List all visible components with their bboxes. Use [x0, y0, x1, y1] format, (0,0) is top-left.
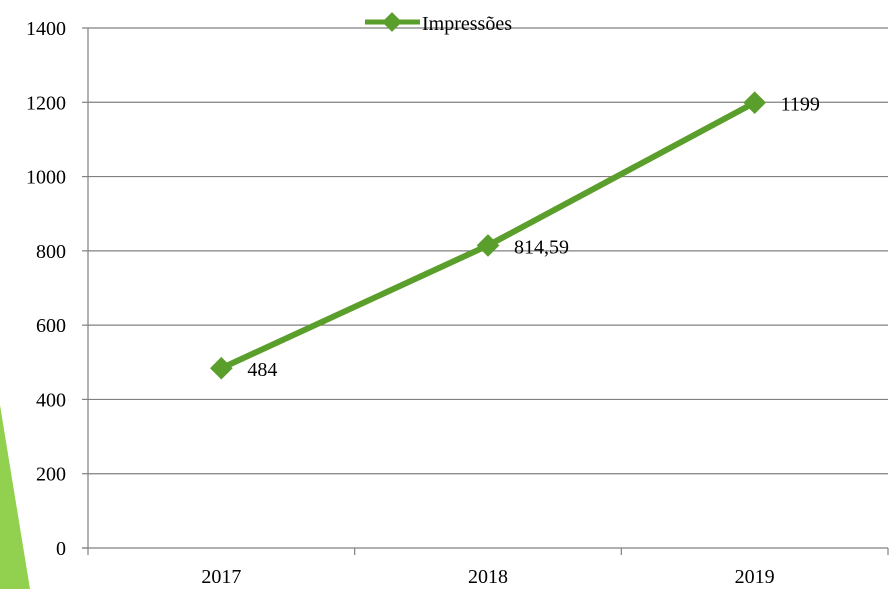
series-impressoes [210, 91, 766, 380]
legend: Impressões [365, 12, 512, 35]
y-tick-label: 1200 [26, 92, 66, 114]
y-tick-label: 800 [36, 241, 66, 263]
decorative-wedge [0, 405, 30, 589]
y-tick-labels: 0 200 400 600 800 1000 1200 1400 [26, 18, 66, 560]
data-labels: 484 814,59 1199 [247, 94, 820, 382]
data-label: 1199 [781, 94, 820, 116]
data-point-marker [743, 91, 766, 114]
legend-label: Impressões [422, 13, 512, 35]
legend-marker [382, 12, 402, 32]
x-tick-label: 2019 [735, 566, 775, 588]
data-label: 814,59 [514, 236, 569, 258]
x-tick-label: 2018 [468, 566, 508, 588]
axes [82, 27, 889, 555]
data-point-marker [210, 356, 233, 380]
data-label: 484 [247, 359, 277, 381]
y-tick-label: 0 [56, 538, 66, 560]
grid-lines [88, 27, 888, 475]
y-tick-label: 1400 [26, 18, 66, 40]
y-tick-label: 1000 [26, 167, 66, 189]
x-tick-label: 2017 [201, 566, 241, 588]
data-point-marker [476, 234, 500, 257]
x-tick-labels: 2017 2018 2019 [201, 566, 774, 588]
y-tick-label: 200 [36, 464, 66, 486]
y-tick-label: 600 [36, 315, 66, 337]
y-tick-label: 400 [36, 389, 66, 411]
